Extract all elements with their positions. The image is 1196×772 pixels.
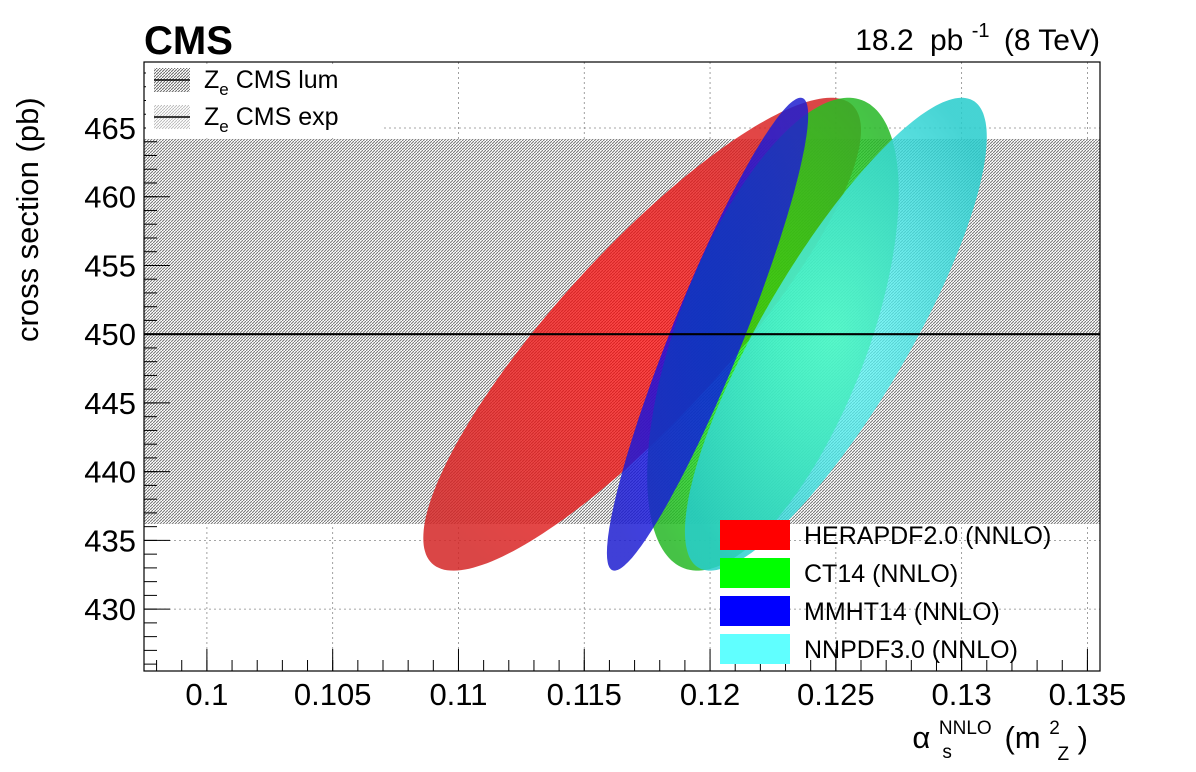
y-tick-label: 440 bbox=[84, 455, 136, 490]
band-legend-label-exp: Ze CMS exp bbox=[204, 103, 339, 136]
x-tick-label: 0.105 bbox=[294, 677, 372, 712]
lumi-label: 18.2 pb -1 (8 TeV) bbox=[855, 11, 1100, 57]
y-tick-label: 430 bbox=[84, 592, 136, 627]
x-axis-symbol: α bbox=[912, 720, 930, 755]
y-axis-title: cross section (pb) bbox=[10, 97, 45, 342]
y-tick-label: 460 bbox=[84, 180, 136, 215]
x-tick-label: 0.135 bbox=[1049, 677, 1127, 712]
lumi-value: 18.2 bbox=[855, 24, 913, 57]
band-legend-label-lum: Ze CMS lum bbox=[204, 66, 338, 99]
x-tick-labels: 0.1 0.105 0.11 0.115 0.12 0.125 0.13 0.135 bbox=[185, 677, 1126, 712]
x-tick-label: 0.1 bbox=[185, 677, 228, 712]
band-legend-item-lum: Ze CMS lum bbox=[154, 66, 338, 99]
x-axis-arg-sub: Z bbox=[1057, 744, 1069, 765]
y-tick-labels: 430 435 440 445 450 455 460 465 bbox=[84, 111, 136, 627]
legend-label: HERAPDF2.0 (NNLO) bbox=[804, 522, 1051, 550]
x-tick-label: 0.125 bbox=[797, 677, 875, 712]
legend-label: CT14 (NNLO) bbox=[804, 560, 958, 588]
legend-item-nnpdf3-0-nnlo: NNPDF3.0 (NNLO) bbox=[720, 634, 1018, 664]
pdf-legend: HERAPDF2.0 (NNLO) CT14 (NNLO) MMHT14 (NNLO… bbox=[720, 520, 1051, 664]
legend-swatch bbox=[720, 558, 790, 588]
legend-label: NNPDF3.0 (NNLO) bbox=[804, 636, 1018, 664]
legend-label: MMHT14 (NNLO) bbox=[804, 598, 1000, 626]
experiment-label: CMS bbox=[144, 19, 233, 63]
plot-frame bbox=[143, 61, 1101, 672]
lumi-unit: pb bbox=[930, 24, 963, 57]
x-tick-label: 0.13 bbox=[931, 677, 991, 712]
x-tick-label: 0.12 bbox=[680, 677, 740, 712]
y-tick-label: 465 bbox=[84, 111, 136, 146]
legend-item-herapdf2-0-nnlo: HERAPDF2.0 (NNLO) bbox=[720, 520, 1051, 550]
legend-swatch bbox=[720, 596, 790, 626]
x-axis-sub: s bbox=[942, 742, 952, 763]
x-axis-arg-close: ) bbox=[1078, 720, 1088, 755]
x-axis-sup: NNLO bbox=[939, 718, 992, 739]
lumi-exponent: -1 bbox=[972, 20, 990, 42]
x-tick-label: 0.115 bbox=[547, 677, 622, 712]
x-tick-label: 0.11 bbox=[429, 677, 487, 712]
y-tick-label: 450 bbox=[84, 317, 136, 352]
x-axis-arg-sup: 2 bbox=[1049, 718, 1060, 739]
axis-ticks bbox=[144, 72, 1088, 671]
band-legend-item-exp: Ze CMS exp bbox=[154, 103, 339, 136]
legend-item-mmht14-nnlo: MMHT14 (NNLO) bbox=[720, 596, 1000, 626]
lumi-energy: (8 TeV) bbox=[1004, 24, 1100, 57]
x-axis-arg-open: (m bbox=[1004, 720, 1040, 755]
y-tick-label: 455 bbox=[84, 248, 136, 283]
legend-item-ct14-nnlo: CT14 (NNLO) bbox=[720, 558, 958, 588]
legend-swatch bbox=[720, 520, 790, 550]
y-tick-label: 435 bbox=[84, 523, 136, 558]
x-axis-title: α NNLO s (m 2 Z ) bbox=[912, 706, 1088, 767]
legend-swatch bbox=[720, 634, 790, 664]
y-tick-label: 445 bbox=[84, 386, 136, 421]
